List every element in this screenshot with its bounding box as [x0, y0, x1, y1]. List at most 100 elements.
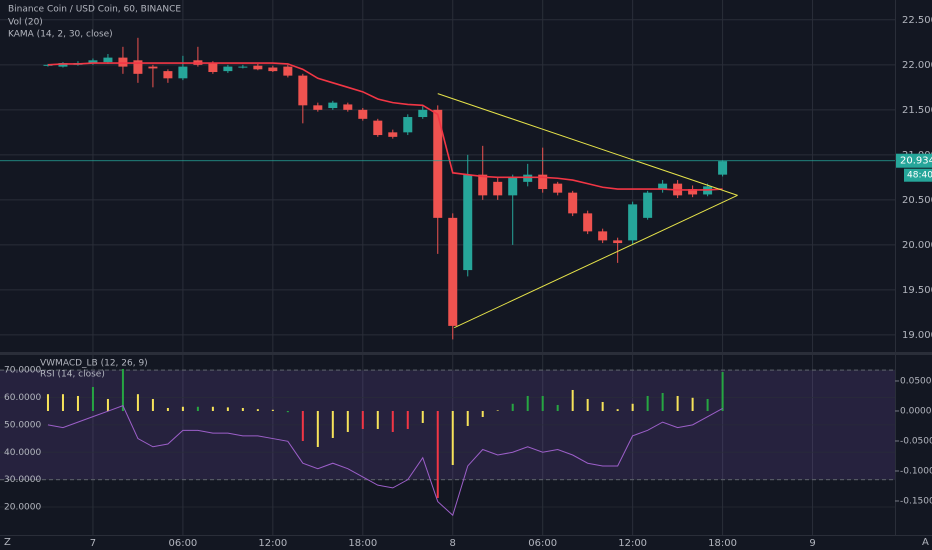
last-price-box: [896, 153, 932, 168]
legend-entry: KAMA (14, 2, 30, close): [8, 30, 113, 40]
candle-body: [103, 57, 113, 63]
last-price-label: 20.9348: [900, 156, 932, 167]
candle-body: [523, 174, 533, 182]
histogram-bar: [601, 401, 604, 411]
candle-body: [598, 231, 608, 241]
histogram-bar: [616, 409, 619, 411]
candle-body: [628, 204, 638, 241]
histogram-bar: [676, 395, 679, 411]
candle-body: [163, 71, 173, 79]
trendline: [454, 194, 738, 329]
histogram-bar: [586, 398, 589, 411]
candle-body: [358, 109, 368, 119]
candle-body: [328, 102, 338, 109]
histogram-bar: [526, 395, 529, 411]
x-tick-label: 9: [809, 538, 815, 549]
histogram-bar: [436, 410, 439, 498]
y-tick-label: 20.0000: [902, 240, 932, 251]
y2-tick-label: -0.1000: [900, 466, 932, 476]
histogram-bar: [466, 410, 469, 426]
candle-body: [373, 120, 383, 136]
histogram-bar: [556, 404, 559, 411]
y2-tick-label: 0.0000: [900, 406, 932, 416]
candle-body: [253, 65, 263, 70]
corner-icon[interactable]: Z: [4, 537, 11, 548]
histogram-bar: [136, 394, 139, 411]
histogram-bar: [496, 410, 499, 411]
candle-body: [223, 66, 233, 72]
candle-body: [463, 174, 473, 271]
corner-icon[interactable]: A: [922, 537, 929, 548]
y2-tick-label: 0.0500: [900, 376, 932, 386]
candle-body: [148, 66, 158, 69]
y2-tick-label: -0.1500: [900, 496, 932, 506]
rsi-line: [47, 405, 723, 517]
candle-body: [538, 174, 548, 190]
histogram-bar: [406, 410, 409, 429]
candle-body: [283, 66, 293, 76]
histogram-bar: [301, 410, 304, 441]
histogram-bar: [286, 410, 289, 413]
indicator-label: Vol (20): [8, 18, 43, 28]
candle-body: [688, 189, 698, 195]
histogram-bar: [256, 409, 259, 411]
candle-body: [88, 60, 98, 64]
countdown-label: 48:40: [907, 171, 932, 181]
candle-body: [508, 177, 518, 196]
x-tick-label: 18:00: [348, 538, 377, 549]
candle-body: [553, 183, 563, 193]
candle-body: [568, 192, 578, 214]
histogram-bar: [91, 386, 94, 411]
histogram-bar: [181, 406, 184, 411]
candle-body: [208, 63, 218, 73]
x-tick-label: 18:00: [708, 538, 737, 549]
chart-title: Binance Coin / USD Coin, 60, BINANCE: [8, 5, 181, 15]
histogram-bar: [196, 406, 199, 411]
candle-body: [178, 66, 188, 79]
histogram-bar: [451, 410, 454, 465]
trendline: [437, 93, 738, 196]
histogram-bar: [166, 407, 169, 411]
candle-body: [643, 192, 653, 218]
y2-tick-label: -0.0500: [900, 436, 932, 446]
y-tick-label: 40.0000: [4, 448, 41, 458]
legend-entry: VWMACD_LB (12, 26, 9): [40, 359, 148, 369]
y-tick-label: 20.0000: [4, 503, 41, 513]
candle-body: [418, 109, 428, 118]
histogram-bar: [331, 410, 334, 438]
x-tick-label: 12:00: [618, 538, 647, 549]
histogram-bar: [571, 389, 574, 411]
candle-body: [583, 213, 593, 232]
y-tick-label: 30.0000: [4, 475, 41, 485]
histogram-bar: [721, 371, 724, 411]
histogram-bar: [376, 410, 379, 429]
histogram-bar: [691, 397, 694, 411]
histogram-bar: [121, 368, 124, 411]
candle-body: [658, 183, 668, 190]
histogram-bar: [631, 403, 634, 411]
histogram-bar: [271, 409, 274, 411]
candle-body: [313, 105, 323, 110]
x-tick-label: 12:00: [258, 538, 287, 549]
candle-body: [433, 109, 443, 218]
histogram-bar: [226, 407, 229, 411]
x-tick-label: 7: [90, 538, 96, 549]
legend-entry: RSI (14, close): [40, 370, 105, 380]
histogram-bar: [46, 394, 49, 411]
candle-body: [493, 181, 503, 196]
candle-body: [298, 75, 308, 106]
candle-body: [118, 57, 128, 67]
candle-body: [478, 174, 488, 196]
histogram-bar: [316, 410, 319, 447]
histogram-bar: [76, 395, 79, 411]
x-tick-label: 06:00: [528, 538, 557, 549]
y-tick-label: 19.0000: [902, 330, 932, 341]
histogram-bar: [151, 398, 154, 411]
histogram-bar: [106, 398, 109, 411]
histogram-bar: [511, 403, 514, 411]
y-tick-label: 70.0000: [4, 366, 41, 376]
